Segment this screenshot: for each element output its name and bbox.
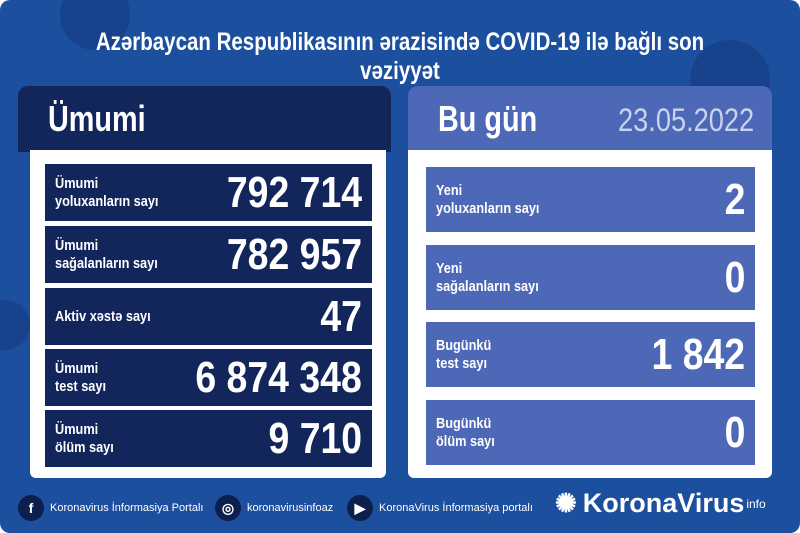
- brand-name: KoronaVirus: [582, 488, 745, 518]
- stat-value: 0: [724, 407, 745, 457]
- stat-row: Bugünkü test sayı 1 842: [426, 322, 755, 387]
- total-header: Ümumi: [18, 86, 391, 152]
- stat-value: 1 842: [651, 329, 745, 379]
- stat-row: Aktiv xəstə sayı 47: [45, 288, 372, 345]
- stat-row: Bugünkü ölüm sayı 0: [426, 400, 755, 465]
- stat-value: 47: [320, 291, 362, 341]
- today-header: Bu gün 23.05.2022: [408, 86, 772, 152]
- stat-label: Aktiv xəstə sayı: [55, 307, 151, 325]
- stat-label: Ümumi ölüm sayı: [55, 420, 114, 456]
- facebook-label: Koronavirus İnformasiya Portalı: [50, 502, 204, 514]
- stat-label: Bugünkü test sayı: [436, 336, 492, 372]
- total-card: Ümumi yoluxanların sayı 792 714 Ümumi sağ…: [30, 150, 386, 478]
- stat-label: Yeni sağalanların sayı: [436, 259, 539, 295]
- instagram-icon: ◎: [215, 495, 241, 521]
- stat-label: Ümumi yoluxanların sayı: [55, 174, 159, 210]
- sun-virus-icon: ✺: [555, 488, 577, 518]
- brand-logo: ✺ KoronaVirus info: [555, 488, 766, 519]
- stat-value: 6 874 348: [195, 352, 362, 402]
- stat-row: Ümumi sağalanların sayı 782 957: [45, 226, 372, 283]
- stat-value: 792 714: [226, 167, 362, 217]
- youtube-link[interactable]: ▶ KoronaVirus İnformasiya portalı: [347, 495, 533, 521]
- stat-value: 782 957: [226, 229, 362, 279]
- stat-label: Ümumi test sayı: [55, 359, 107, 395]
- stat-row: Ümumi yoluxanların sayı 792 714: [45, 164, 372, 221]
- stat-label: Bugünkü ölüm sayı: [436, 414, 495, 450]
- instagram-link[interactable]: ◎ koronavirusinfoaz: [215, 495, 333, 521]
- instagram-label: koronavirusinfoaz: [247, 502, 334, 514]
- page-title: Azərbaycan Respublikasının ərazisində CO…: [95, 28, 705, 85]
- stat-value: 0: [724, 252, 745, 302]
- facebook-icon: f: [18, 495, 44, 521]
- stat-row: Ümumi test sayı 6 874 348: [45, 349, 372, 406]
- date: 23.05.2022: [617, 102, 754, 138]
- brand-sup: info: [746, 496, 766, 511]
- total-header-label: Ümumi: [48, 98, 146, 139]
- today-card: Yeni yoluxanların sayı 2 Yeni sağalanları…: [408, 150, 772, 478]
- stat-row: Yeni yoluxanların sayı 2: [426, 167, 755, 232]
- stat-label: Ümumi sağalanların sayı: [55, 236, 158, 272]
- youtube-label: KoronaVirus İnformasiya portalı: [379, 502, 533, 514]
- virus-decoration-icon: [0, 300, 30, 350]
- stat-value: 9 710: [268, 413, 362, 463]
- stat-label: Yeni yoluxanların sayı: [436, 181, 540, 217]
- today-header-label: Bu gün: [438, 98, 538, 139]
- stat-row: Yeni sağalanların sayı 0: [426, 245, 755, 310]
- youtube-icon: ▶: [347, 495, 373, 521]
- facebook-link[interactable]: f Koronavirus İnformasiya Portalı: [18, 495, 203, 521]
- stat-value: 2: [724, 174, 745, 224]
- stat-row: Ümumi ölüm sayı 9 710: [45, 410, 372, 467]
